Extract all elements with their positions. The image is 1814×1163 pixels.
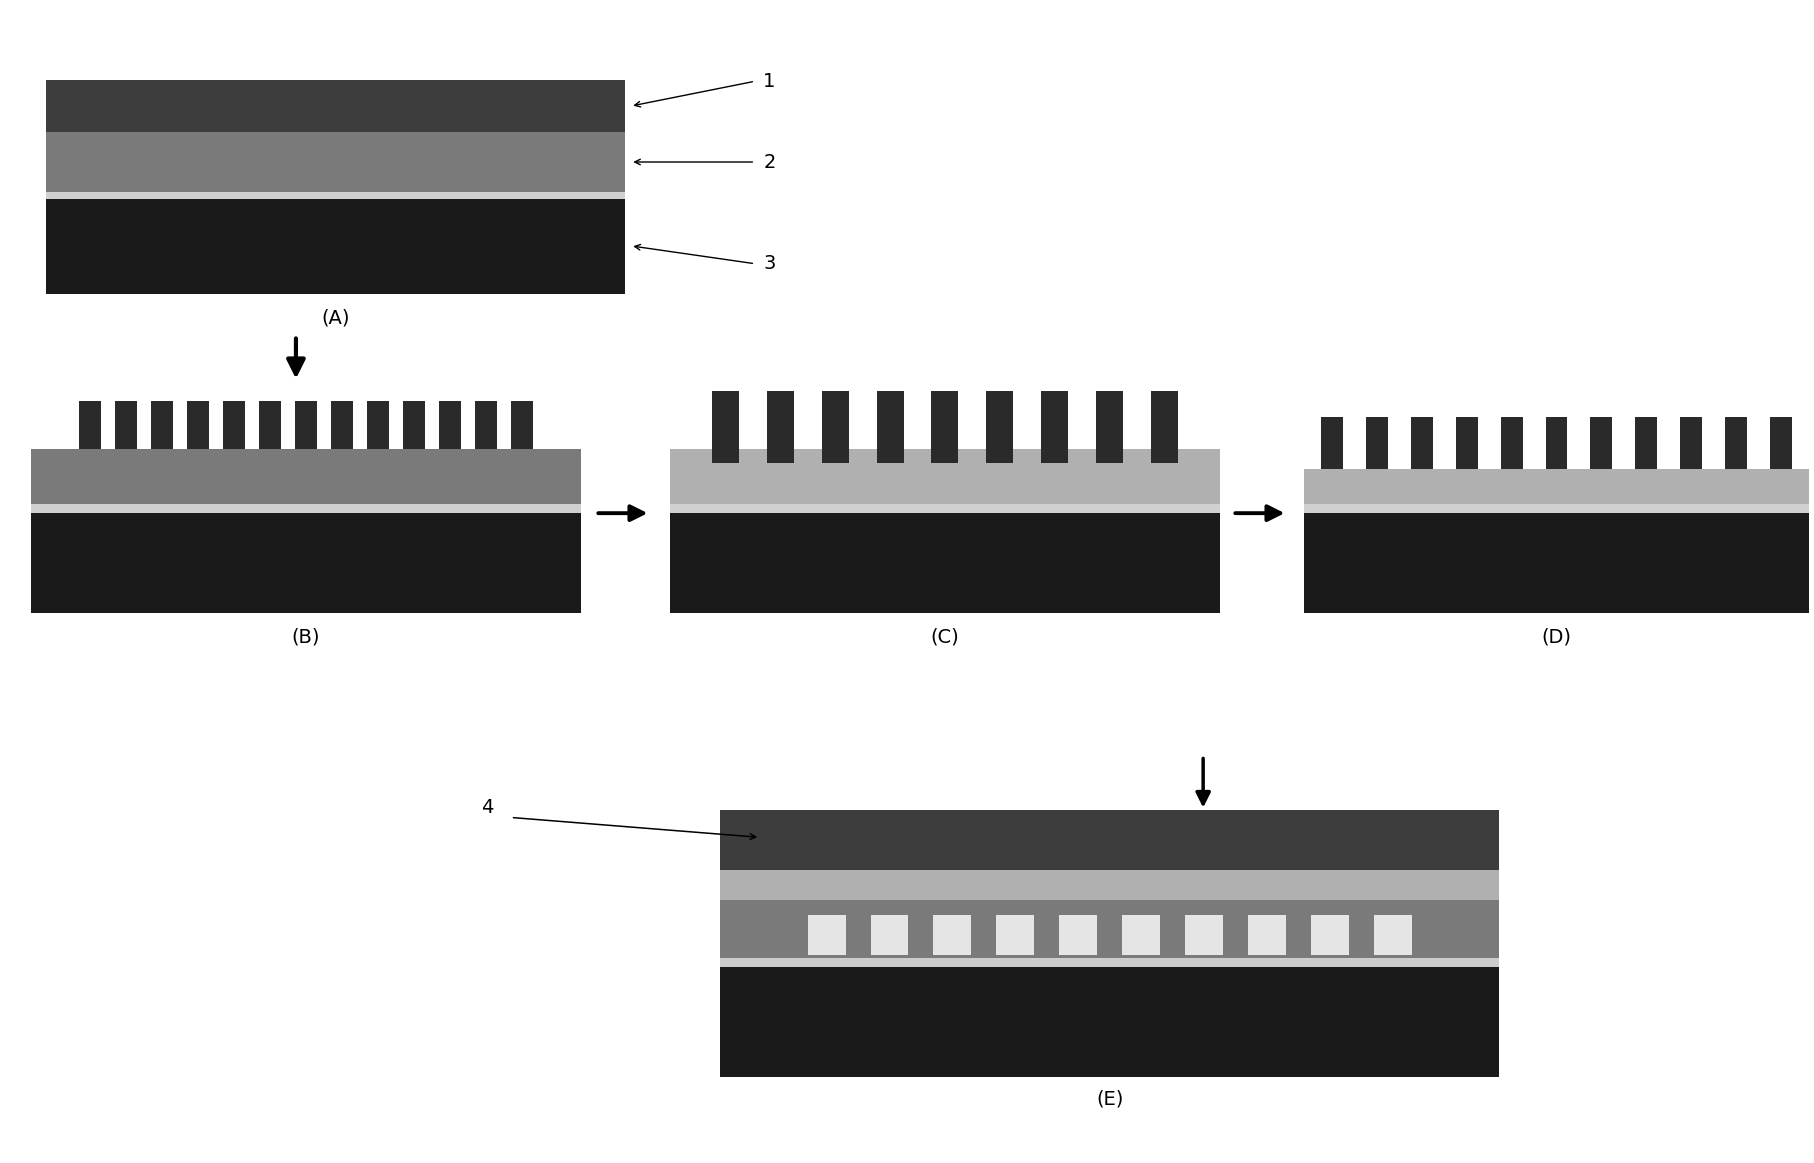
Bar — [31, 505, 580, 513]
Bar — [985, 392, 1012, 463]
Bar — [510, 401, 532, 449]
Bar — [720, 900, 1498, 958]
Bar — [711, 392, 738, 463]
Text: 2: 2 — [764, 152, 775, 171]
Bar — [1769, 418, 1790, 469]
Bar — [1059, 915, 1097, 955]
Bar — [475, 401, 497, 449]
Bar — [47, 133, 626, 192]
Bar — [1150, 392, 1177, 463]
Bar — [31, 449, 580, 505]
Text: (D): (D) — [1540, 628, 1571, 647]
Bar — [1121, 915, 1159, 955]
Text: 1: 1 — [764, 72, 775, 91]
Bar — [187, 401, 209, 449]
Bar — [1589, 418, 1611, 469]
Text: (A): (A) — [321, 308, 350, 328]
Bar — [932, 915, 970, 955]
Bar — [366, 401, 388, 449]
Bar — [1041, 392, 1068, 463]
Bar — [669, 505, 1219, 513]
Bar — [403, 401, 424, 449]
Text: (E): (E) — [1096, 1090, 1123, 1108]
Bar — [1634, 418, 1656, 469]
Bar — [1725, 418, 1747, 469]
Bar — [1546, 418, 1567, 469]
Bar — [114, 401, 138, 449]
Bar — [47, 80, 626, 133]
Bar — [871, 915, 909, 955]
Bar — [766, 392, 793, 463]
Bar — [1321, 418, 1342, 469]
Bar — [720, 870, 1498, 900]
Bar — [1304, 469, 1807, 505]
Bar — [1455, 418, 1477, 469]
Text: (B): (B) — [292, 628, 319, 647]
Bar — [223, 401, 245, 449]
Bar — [1500, 418, 1522, 469]
Bar — [296, 401, 317, 449]
Bar — [31, 513, 580, 613]
Bar — [151, 401, 172, 449]
Bar — [996, 915, 1034, 955]
Bar — [1409, 418, 1431, 469]
Bar — [931, 392, 958, 463]
Text: 3: 3 — [764, 255, 775, 273]
Bar — [720, 968, 1498, 1077]
Bar — [259, 401, 281, 449]
Bar — [669, 513, 1219, 613]
Text: 4: 4 — [481, 798, 493, 816]
Bar — [330, 401, 352, 449]
Bar — [47, 192, 626, 199]
Bar — [1373, 915, 1411, 955]
Bar — [1248, 915, 1284, 955]
Bar — [47, 199, 626, 294]
Text: (C): (C) — [931, 628, 960, 647]
Bar — [1366, 418, 1388, 469]
Bar — [876, 392, 903, 463]
Bar — [720, 811, 1498, 870]
Bar — [1185, 915, 1223, 955]
Bar — [1680, 418, 1702, 469]
Bar — [720, 958, 1498, 968]
Bar — [1096, 392, 1123, 463]
Bar — [439, 401, 461, 449]
Bar — [1304, 513, 1807, 613]
Bar — [807, 915, 845, 955]
Bar — [669, 449, 1219, 505]
Bar — [1310, 915, 1348, 955]
Bar — [80, 401, 102, 449]
Bar — [822, 392, 849, 463]
Bar — [1304, 505, 1807, 513]
